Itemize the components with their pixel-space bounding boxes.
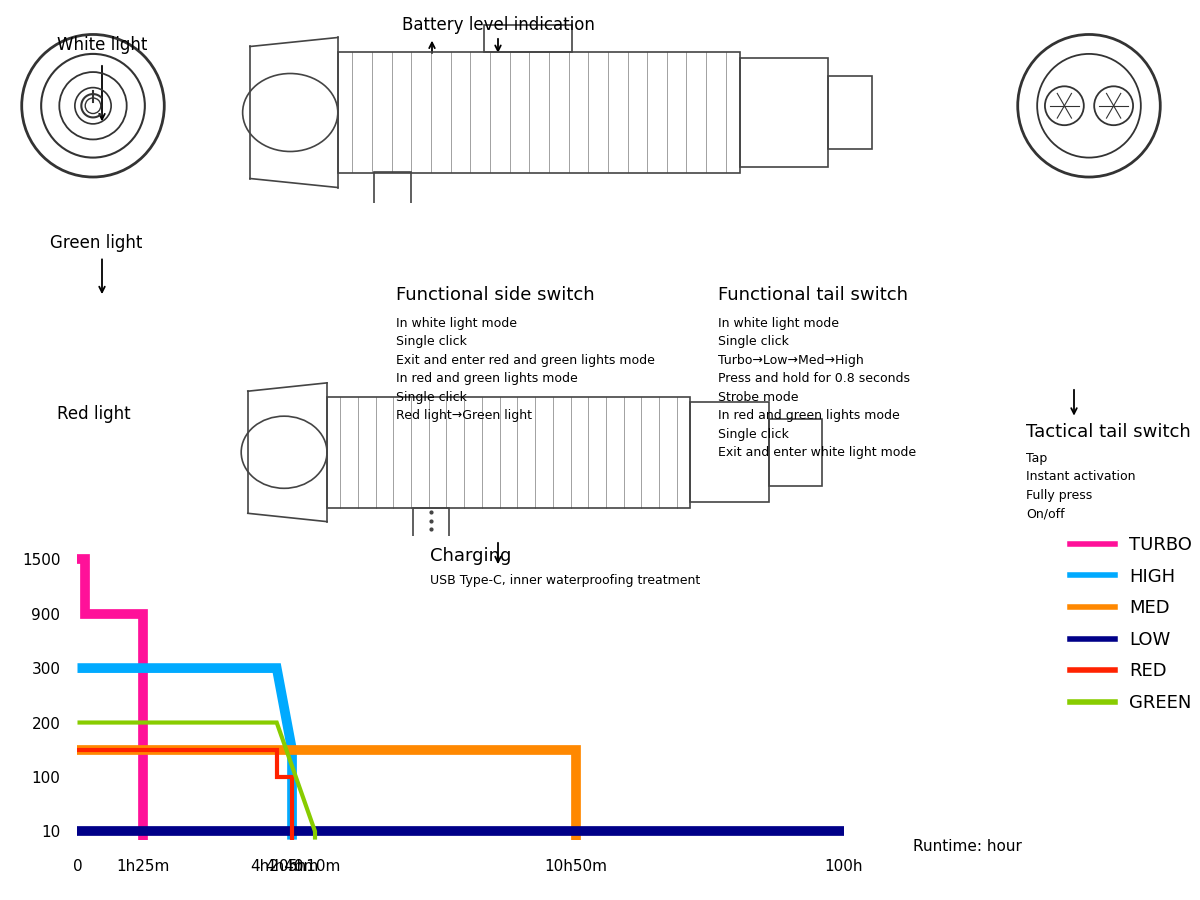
Bar: [338, 52, 740, 173]
Text: White light: White light: [56, 36, 148, 54]
Text: Tap
Instant activation
Fully press
On/off: Tap Instant activation Fully press On/of…: [1026, 452, 1135, 520]
Text: In white light mode
Single click
Exit and enter red and green lights mode
In red: In white light mode Single click Exit an…: [396, 317, 655, 422]
Bar: [413, 508, 449, 538]
Bar: [828, 76, 872, 148]
Text: Tactical tail switch: Tactical tail switch: [1026, 423, 1190, 441]
Bar: [326, 397, 690, 508]
Text: Runtime: hour: Runtime: hour: [913, 839, 1021, 854]
Bar: [374, 173, 410, 205]
Text: Battery level indication: Battery level indication: [402, 16, 594, 34]
Text: USB Type-C, inner waterproofing treatment: USB Type-C, inner waterproofing treatmen…: [430, 574, 700, 587]
Bar: [690, 402, 769, 502]
Text: Functional tail switch: Functional tail switch: [718, 286, 907, 304]
Bar: [485, 25, 572, 52]
Text: Charging: Charging: [430, 547, 511, 565]
Legend: TURBO, HIGH, MED, LOW, RED, GREEN: TURBO, HIGH, MED, LOW, RED, GREEN: [1062, 529, 1199, 719]
Bar: [769, 418, 822, 485]
Bar: [740, 58, 828, 166]
Text: Red light: Red light: [56, 405, 131, 423]
Text: In white light mode
Single click
Turbo→Low→Med→High
Press and hold for 0.8 secon: In white light mode Single click Turbo→L…: [718, 317, 916, 459]
Text: Green light: Green light: [50, 234, 142, 252]
Text: Functional side switch: Functional side switch: [396, 286, 595, 304]
